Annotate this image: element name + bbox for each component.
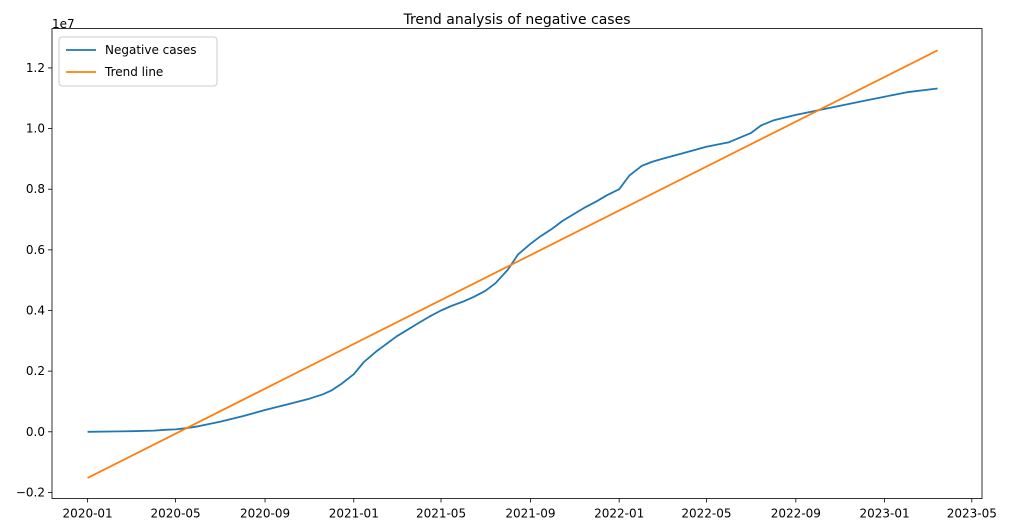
x-tick-label: 2022-01 <box>594 507 644 521</box>
plot-area <box>87 49 939 479</box>
x-tick-label: 2020-05 <box>151 507 201 521</box>
y-tick-label: 1.0 <box>26 122 45 136</box>
x-tick-label: 2022-05 <box>681 507 731 521</box>
x-tick-label: 2021-09 <box>505 507 555 521</box>
chart-title: Trend analysis of negative cases <box>402 12 630 28</box>
y-scale-label: 1e7 <box>52 17 75 31</box>
x-axis: 2020-01 2020-05 2020-09 2021-01 2021-05 2021-… <box>63 498 997 521</box>
y-tick-label: 0.2 <box>26 364 45 378</box>
x-tick-label: 2023-01 <box>859 507 909 521</box>
x-tick-label: 2020-09 <box>240 507 290 521</box>
y-tick-label: 0.4 <box>26 304 45 318</box>
y-tick-label: 0.8 <box>26 182 45 196</box>
series-line-trend-line <box>87 49 939 479</box>
legend-label-negative-cases: Negative cases <box>105 43 197 57</box>
plot-frame <box>51 28 983 499</box>
series-line-negative-cases <box>87 87 938 433</box>
x-tick-label: 2023-05 <box>947 507 997 521</box>
y-tick-label: 1.2 <box>26 61 45 75</box>
legend: Negative cases Trend line <box>58 36 218 87</box>
x-tick-label: 2022-09 <box>771 507 821 521</box>
x-tick-label: 2021-01 <box>329 507 379 521</box>
y-tick-label: 0.0 <box>26 425 45 439</box>
x-tick-label: 2020-01 <box>63 507 113 521</box>
y-tick-label: 0.6 <box>26 243 45 257</box>
legend-label-trend-line: Trend line <box>104 65 163 79</box>
x-tick-label: 2021-05 <box>416 507 466 521</box>
y-tick-label: −0.2 <box>16 485 45 499</box>
y-axis: −0.2 0.0 0.2 0.4 0.6 0.8 1.0 1.2 <box>16 61 52 499</box>
legend-box <box>58 36 218 87</box>
